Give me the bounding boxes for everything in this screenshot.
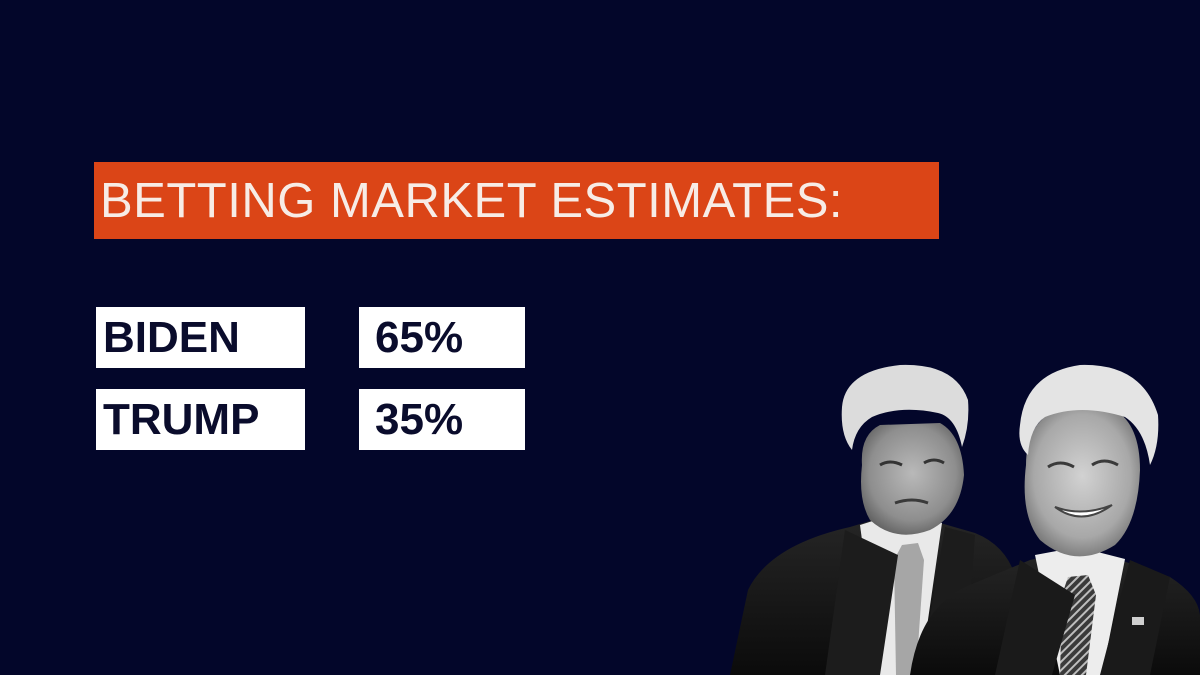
candidate-name-cell-biden: BIDEN <box>96 307 305 368</box>
candidate-percent: 35% <box>375 394 464 444</box>
candidate-name-cell-trump: TRUMP <box>96 389 305 450</box>
trump-portrait <box>730 364 1015 675</box>
candidate-percent-cell-trump: 35% <box>359 389 525 450</box>
candidate-percent-cell-biden: 65% <box>359 307 525 368</box>
biden-portrait <box>910 364 1200 675</box>
title-banner: BETTING MARKET ESTIMATES: <box>94 162 939 239</box>
candidate-name: TRUMP <box>103 394 260 444</box>
candidate-percent: 65% <box>375 312 464 362</box>
candidate-name: BIDEN <box>103 312 240 362</box>
title-text: BETTING MARKET ESTIMATES: <box>100 173 844 228</box>
candidates-photo <box>730 364 1200 675</box>
